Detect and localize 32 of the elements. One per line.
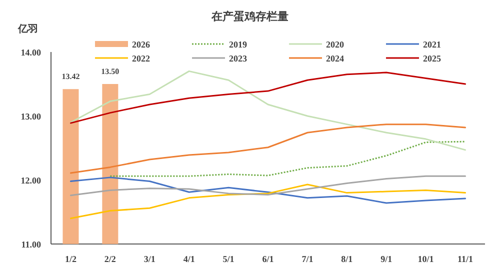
x-tick-label: 9/1 — [380, 254, 393, 264]
x-tick-label: 10/1 — [418, 254, 434, 264]
x-tick-label: 1/2 — [64, 254, 77, 264]
legend-label: 2024 — [326, 54, 344, 64]
data-label: 13.42 — [62, 72, 80, 82]
y-axis-title: 亿羽 — [17, 23, 38, 35]
line-series — [70, 124, 466, 174]
line-series — [109, 140, 466, 177]
legend-label: 2022 — [132, 54, 150, 64]
legend-label: 2019 — [229, 40, 248, 50]
chart-title: 在产蛋鸡存栏量 — [210, 10, 288, 23]
legend-label: 2021 — [423, 40, 442, 50]
x-tick-label: 7/1 — [302, 254, 314, 264]
x-tick-label: 11/1 — [458, 254, 474, 264]
line-series — [70, 184, 466, 220]
legend-label: 2023 — [229, 54, 248, 64]
x-tick-label: 4/1 — [183, 254, 196, 264]
y-tick-label: 12.00 — [20, 176, 42, 186]
legend-label: 2025 — [423, 54, 442, 64]
y-tick-label: 13.00 — [20, 112, 42, 122]
x-tick-label: 5/1 — [222, 254, 235, 264]
line-series — [70, 176, 466, 204]
legend-label: 2026 — [132, 40, 150, 50]
legend-label: 2020 — [326, 40, 344, 50]
line-series — [70, 175, 466, 196]
x-tick-label: 6/1 — [262, 254, 274, 264]
x-tick-label: 8/1 — [341, 254, 354, 264]
y-tick-label: 14.00 — [20, 48, 42, 58]
x-tick-label: 3/1 — [144, 254, 156, 264]
x-tick-label: 2/2 — [104, 254, 116, 264]
y-tick-label: 11.00 — [21, 240, 42, 250]
data-label: 13.50 — [101, 67, 120, 76]
